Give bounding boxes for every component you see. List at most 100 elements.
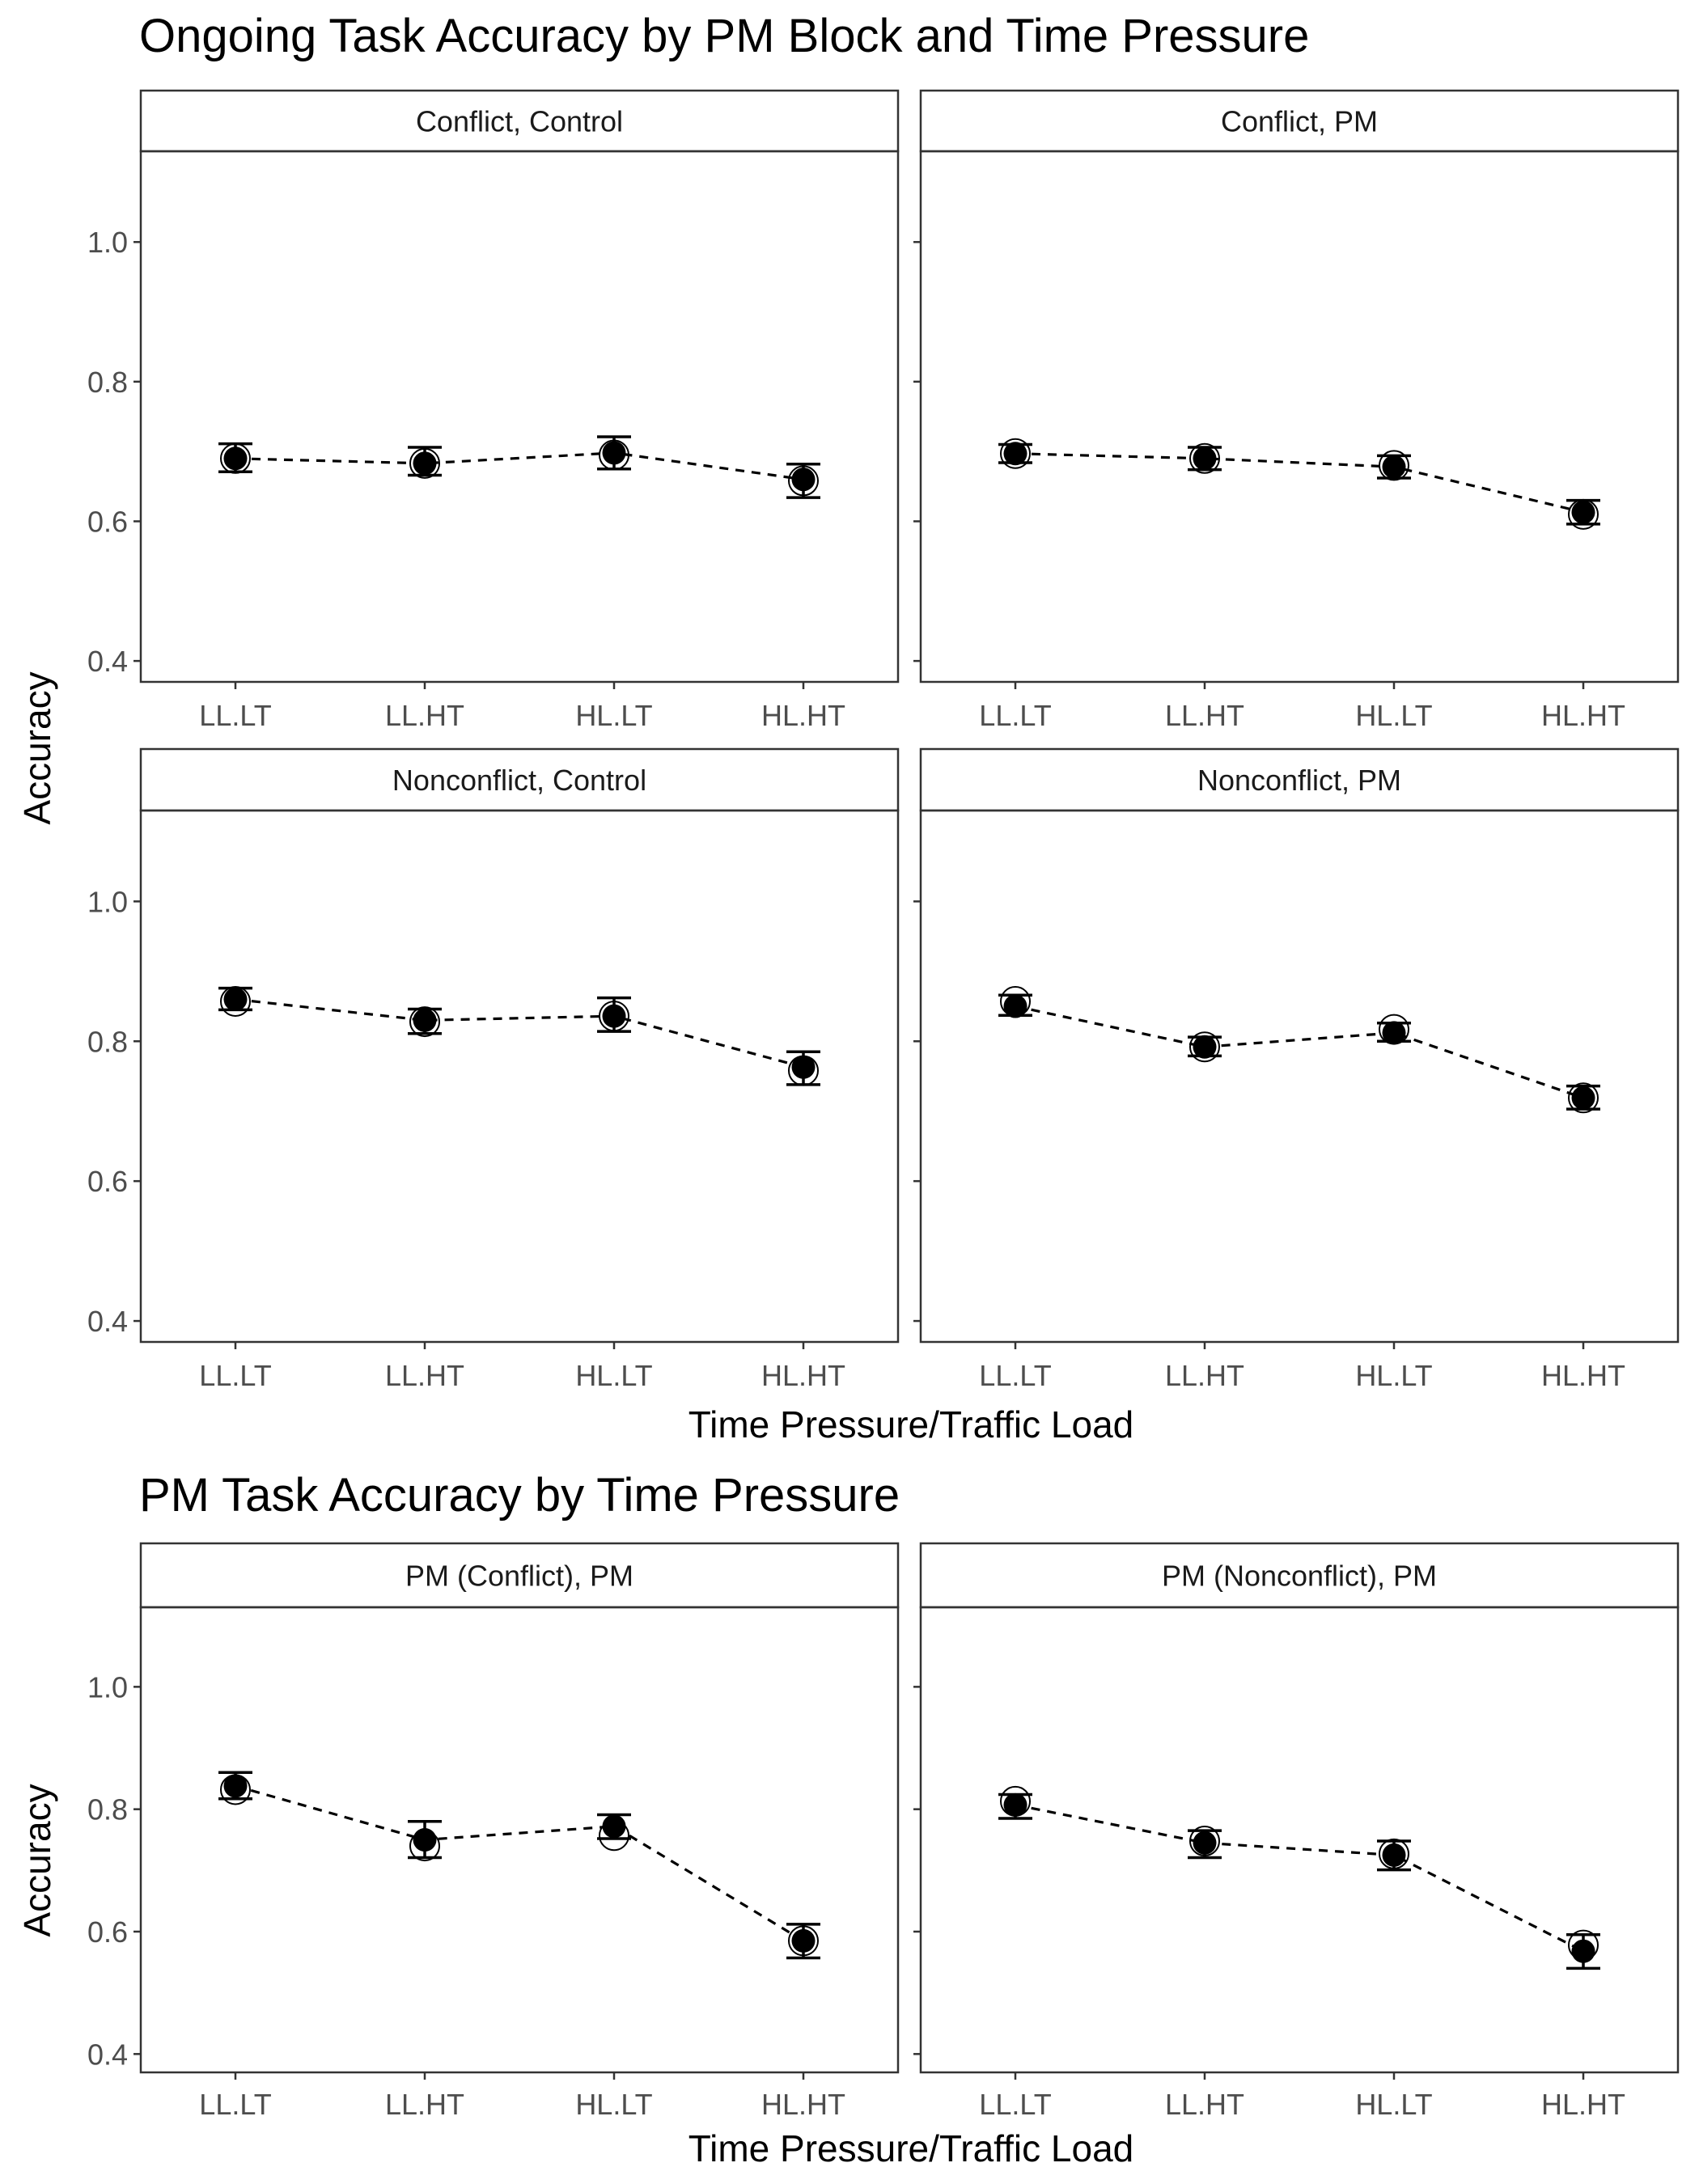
- x-tick-label: LL.LT: [979, 699, 1051, 732]
- y-tick-label: 1.0: [87, 226, 128, 259]
- x-tick-label: LL.HT: [1165, 699, 1244, 732]
- x-tick-label: HL.LT: [575, 2088, 652, 2121]
- mean-dashed-line: [235, 997, 804, 1069]
- panel-frame: [139, 150, 900, 684]
- open-point: [1189, 1031, 1220, 1063]
- y-tick-label: 0.4: [87, 645, 128, 678]
- mean-dashed-line: [1015, 452, 1584, 514]
- filled-point: [1382, 1843, 1406, 1867]
- x-tick-label: HL.LT: [575, 1359, 652, 1392]
- open-point: [788, 465, 819, 497]
- panel-frame: [919, 150, 1680, 684]
- x-tick-label: HL.HT: [1541, 2088, 1625, 2121]
- y-tick-label: 0.4: [87, 1305, 128, 1338]
- panel-c0p3: Nonconflict, PM LL.LT LL.HT HL.LT HL.HT: [913, 747, 1680, 1392]
- panel-strip-label: Conflict, Control: [416, 105, 623, 138]
- x-tick-label: HL.HT: [761, 2088, 845, 2121]
- open-point: [1189, 442, 1220, 474]
- x-tick-label: HL.LT: [1355, 699, 1432, 732]
- filled-point: [1193, 1035, 1217, 1059]
- y-tick-label: 0.6: [87, 1915, 128, 1949]
- filled-point: [1193, 1831, 1217, 1855]
- open-point: [1568, 1082, 1599, 1114]
- y-tick-label: 0.6: [87, 505, 128, 538]
- x-tick-label: HL.HT: [1541, 699, 1625, 732]
- x-tick-label: HL.LT: [1355, 1359, 1432, 1392]
- open-point: [409, 1006, 440, 1038]
- x-tick-label: LL.HT: [385, 2088, 464, 2121]
- filled-point: [602, 1814, 626, 1839]
- filled-point: [1382, 1021, 1406, 1045]
- y-tick-label: 0.6: [87, 1165, 128, 1198]
- panel-frame: [139, 809, 900, 1344]
- open-point: [220, 986, 251, 1018]
- filled-point: [1003, 442, 1027, 466]
- panels-layer: Conflict, Control 0.4 0.6 0.8 1.0 LL.LT LL.HT H…: [87, 89, 1680, 2121]
- panel-c0p2: Nonconflict, Control 0.4 0.6 0.8 1.0 LL.LT LL.…: [87, 747, 900, 1392]
- open-point: [1189, 1826, 1220, 1857]
- y-tick-label: 0.8: [87, 1793, 128, 1826]
- panel-strip-label: Nonconflict, PM: [1197, 764, 1401, 797]
- strip-box: [919, 747, 1680, 812]
- panel-frame: [139, 1606, 900, 2074]
- filled-point: [413, 1828, 437, 1852]
- pm-x-axis-title: Time Pressure/Traffic Load: [688, 2127, 1134, 2169]
- x-tick-label: LL.LT: [979, 1359, 1051, 1392]
- panel-strip-label: Nonconflict, Control: [392, 764, 646, 797]
- open-point: [599, 1001, 629, 1032]
- open-point: [788, 1925, 819, 1957]
- filled-point: [223, 447, 248, 471]
- strip-box: [139, 1542, 900, 1609]
- x-tick-label: LL.HT: [385, 1359, 464, 1392]
- panel-frame: [919, 1606, 1680, 2074]
- x-tick-label: HL.HT: [1541, 1359, 1625, 1392]
- ongoing-task-title: Ongoing Task Accuracy by PM Block and Ti…: [139, 10, 1309, 62]
- open-point: [1568, 498, 1599, 530]
- filled-point: [1571, 1086, 1595, 1110]
- panel-strip-label: PM (Conflict), PM: [405, 1560, 633, 1593]
- mean-dashed-line: [235, 451, 804, 481]
- open-point: [220, 442, 251, 474]
- x-tick-label: LL.LT: [199, 1359, 271, 1392]
- filled-point: [791, 1055, 816, 1079]
- strip-box: [139, 747, 900, 812]
- filled-point: [791, 468, 816, 492]
- filled-point: [413, 451, 437, 476]
- open-point: [1000, 438, 1031, 469]
- pm-y-axis-title: Accuracy: [16, 1784, 58, 1936]
- filled-point: [223, 1774, 248, 1798]
- pm-task-title: PM Task Accuracy by Time Pressure: [139, 1469, 900, 1522]
- panel-c0p1: Conflict, PM LL.LT LL.HT HL.LT HL.HT: [913, 89, 1680, 732]
- filled-point: [1003, 1792, 1027, 1817]
- y-tick-label: 0.8: [87, 1025, 128, 1058]
- filled-point: [1003, 994, 1027, 1018]
- x-tick-label: LL.HT: [385, 699, 464, 732]
- filled-point: [1382, 455, 1406, 479]
- filled-point: [602, 1004, 626, 1028]
- strip-box: [919, 1542, 1680, 1609]
- open-point: [409, 447, 440, 479]
- panel-frame: [919, 809, 1680, 1344]
- x-tick-label: LL.LT: [979, 2088, 1051, 2121]
- filled-point: [1571, 1939, 1595, 1963]
- mean-dashed-line: [235, 1784, 804, 1942]
- panel-strip-label: PM (Nonconflict), PM: [1162, 1560, 1437, 1593]
- x-tick-label: HL.LT: [575, 699, 652, 732]
- x-tick-label: HL.HT: [761, 1359, 845, 1392]
- y-tick-label: 0.4: [87, 2038, 128, 2071]
- filled-point: [223, 987, 248, 1011]
- ongoing-y-axis-title: Accuracy: [16, 671, 58, 824]
- filled-point: [791, 1928, 816, 1953]
- strip-box: [919, 89, 1680, 153]
- x-tick-label: LL.HT: [1165, 1359, 1244, 1392]
- y-tick-label: 1.0: [87, 885, 128, 918]
- filled-point: [1193, 447, 1217, 471]
- mean-dashed-line: [1015, 1005, 1584, 1099]
- open-point: [1379, 450, 1409, 481]
- panel-c1p0: PM (Conflict), PM 0.4 0.6 0.8 1.0 LL.LT LL.HT H…: [87, 1542, 900, 2121]
- panel-c1p1: PM (Nonconflict), PM LL.LT LL.HT HL.LT HL.HT: [913, 1542, 1680, 2121]
- panel-c0p0: Conflict, Control 0.4 0.6 0.8 1.0 LL.LT LL.HT H…: [87, 89, 900, 732]
- x-tick-label: LL.HT: [1165, 2088, 1244, 2121]
- ongoing-x-axis-title: Time Pressure/Traffic Load: [688, 1403, 1134, 1445]
- x-tick-label: LL.LT: [199, 699, 271, 732]
